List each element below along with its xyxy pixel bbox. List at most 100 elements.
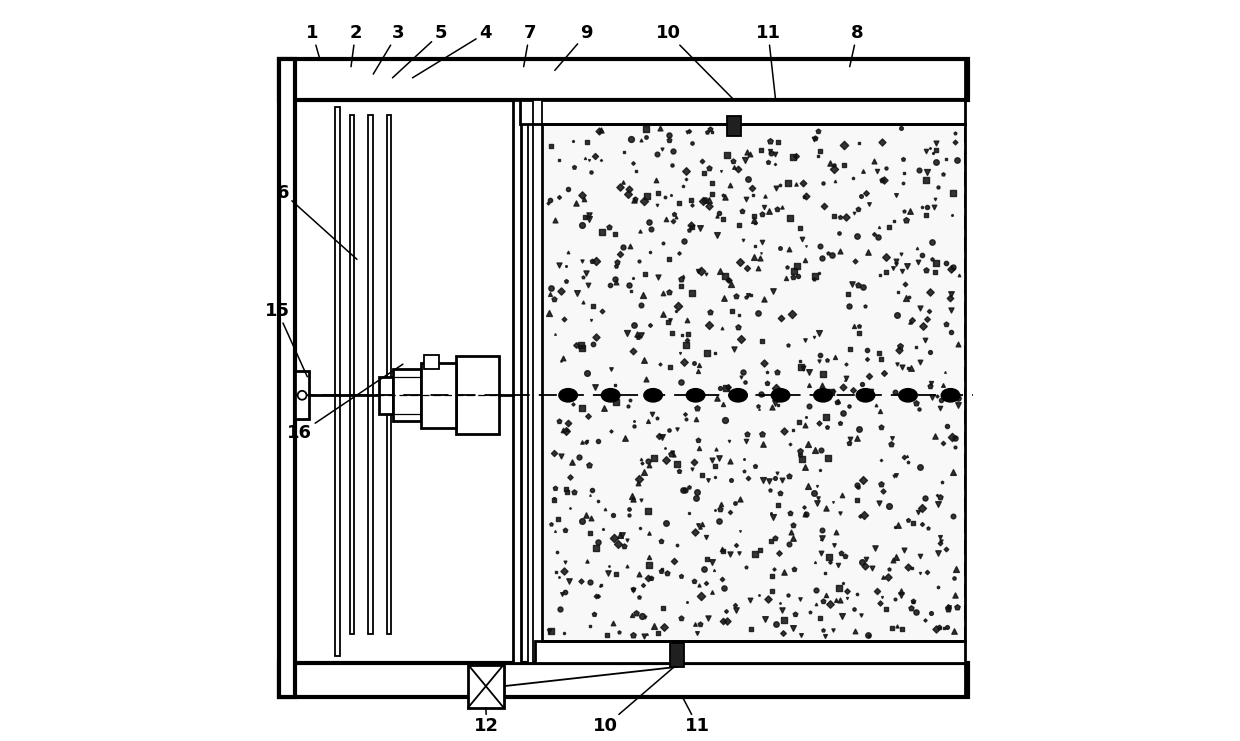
Point [926,489,946,501]
Point [748,262,768,274]
Point [782,308,802,320]
Bar [512,100,522,663]
Point [699,319,719,330]
Point [637,628,657,640]
Point [862,385,882,397]
Point [751,247,771,259]
Point [882,432,901,444]
Point [926,144,946,156]
Point [805,273,825,285]
Point [559,502,579,514]
Point [915,333,935,345]
Point [652,602,672,614]
Point [577,436,596,448]
Point [619,503,639,515]
Point [870,597,890,608]
Point [574,193,594,205]
Point [786,179,806,190]
Point [696,193,715,205]
Point [813,596,833,608]
Point [903,313,923,325]
Point [671,611,691,623]
Point [539,194,559,206]
Point [816,502,836,514]
Point [548,513,568,525]
Point [843,172,863,184]
Point [897,214,916,226]
Point [554,565,574,576]
Point [729,219,749,231]
Point [563,136,583,147]
Point [577,509,596,521]
Point [816,411,836,422]
Point [839,299,859,311]
Point [672,329,692,341]
Point [835,373,854,385]
Point [846,625,866,637]
Bar [534,641,965,663]
Point [872,591,892,602]
Point [754,473,774,485]
Point [632,288,652,300]
Point [689,222,709,234]
Point [759,205,779,217]
Point [947,393,967,405]
Point [839,437,859,449]
Point [828,395,848,407]
Point [854,560,874,572]
Point [544,293,564,305]
Point [624,194,644,206]
Point [629,568,649,579]
Point [931,394,951,406]
Point [620,240,640,252]
Point [908,506,928,518]
Point [644,619,663,631]
Point [795,461,815,473]
Point [734,465,754,477]
Point [737,193,756,205]
Point [621,285,641,296]
Point [604,617,624,628]
Point [636,131,656,143]
Point [644,452,663,464]
Point [573,296,593,308]
Point [682,137,702,149]
Point [759,475,779,487]
Point [681,194,701,206]
Point [641,572,661,584]
Point [879,222,899,233]
Point [652,144,672,156]
Point [867,165,887,176]
Point [609,538,629,550]
Point [689,442,709,454]
Point [771,312,791,324]
Point [869,222,889,233]
Point [692,265,712,277]
Point [650,430,670,442]
Point [782,424,802,436]
Point [812,252,832,264]
Point [887,258,906,270]
Point [655,442,675,454]
Point [792,233,812,245]
Point [738,173,758,185]
Point [683,393,703,405]
Point [877,251,897,263]
Point [887,189,906,201]
Point [672,273,692,285]
Point [833,407,853,419]
Point [653,308,673,319]
Point [818,247,838,259]
Point [720,548,740,560]
Point [544,328,564,340]
Point [811,548,831,559]
Point [578,367,598,379]
Point [846,255,866,267]
Point [909,164,929,176]
Point [780,212,800,224]
Point [930,402,950,414]
Point [547,546,567,558]
Point [894,544,914,556]
Point [751,388,771,400]
Point [901,562,921,574]
